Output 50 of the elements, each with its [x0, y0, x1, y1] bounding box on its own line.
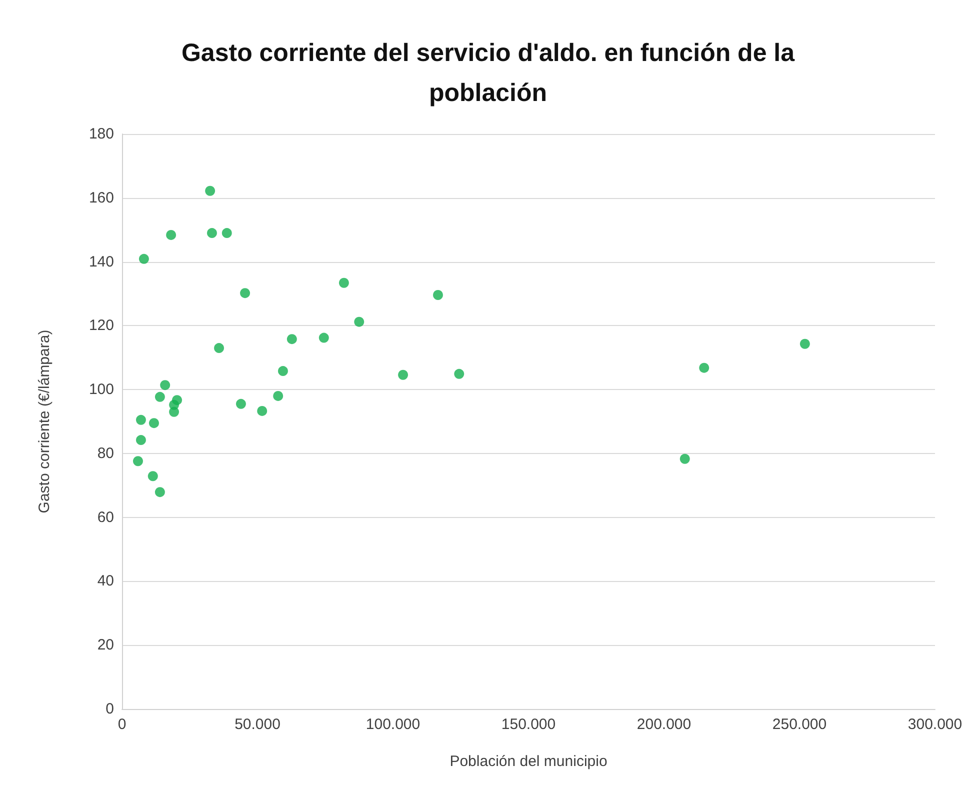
y-tick-label: 140	[88, 253, 114, 270]
point	[154, 392, 165, 402]
point	[222, 228, 232, 238]
point	[278, 366, 288, 376]
point	[240, 288, 250, 298]
point	[136, 414, 146, 425]
point	[680, 454, 690, 464]
point	[800, 338, 810, 349]
point	[699, 362, 710, 373]
x-tick-label: 100.000	[366, 716, 420, 733]
x-axis-title: Población del municipio	[450, 753, 608, 770]
point	[354, 316, 364, 327]
y-tick-label: 160	[88, 189, 114, 206]
x-tick-label: 200.000	[636, 716, 692, 733]
point	[160, 380, 170, 390]
point	[338, 278, 349, 288]
x-tick-label: 50.000	[234, 716, 280, 733]
y-tick-label: 120	[88, 317, 114, 334]
x-tick-label: 250.000	[772, 716, 827, 733]
y-tick-label: 40	[97, 572, 114, 590]
point	[206, 228, 217, 238]
point	[172, 395, 182, 406]
point	[205, 186, 216, 196]
y-tick-label: 100	[88, 381, 114, 398]
point	[257, 406, 268, 416]
point	[148, 471, 158, 482]
y-tick-label: 80	[97, 444, 114, 462]
point	[166, 230, 176, 240]
point	[136, 435, 146, 446]
y-tick-label: 20	[97, 636, 114, 654]
point	[154, 487, 165, 498]
point	[138, 254, 149, 264]
chart-title: Gasto corriente del servicio d'aldo. en función de la población	[181, 39, 796, 107]
point	[432, 290, 443, 300]
y-axis-title: Gasto corriente (€/lámpara)	[36, 330, 53, 514]
point	[133, 456, 143, 466]
point	[286, 334, 297, 344]
y-tick-label: 0	[106, 700, 114, 718]
point	[273, 390, 284, 401]
y-tick-label: 60	[97, 508, 114, 526]
x-tick-label: 300.000	[908, 716, 962, 733]
point	[454, 368, 464, 379]
point	[214, 343, 224, 354]
point	[398, 370, 408, 380]
point	[236, 398, 246, 409]
x-tick-label: 0	[118, 716, 126, 733]
point	[318, 332, 329, 343]
x-tick-label: 150.000	[501, 716, 556, 733]
point	[148, 418, 159, 428]
y-tick-label: 180	[88, 126, 114, 142]
